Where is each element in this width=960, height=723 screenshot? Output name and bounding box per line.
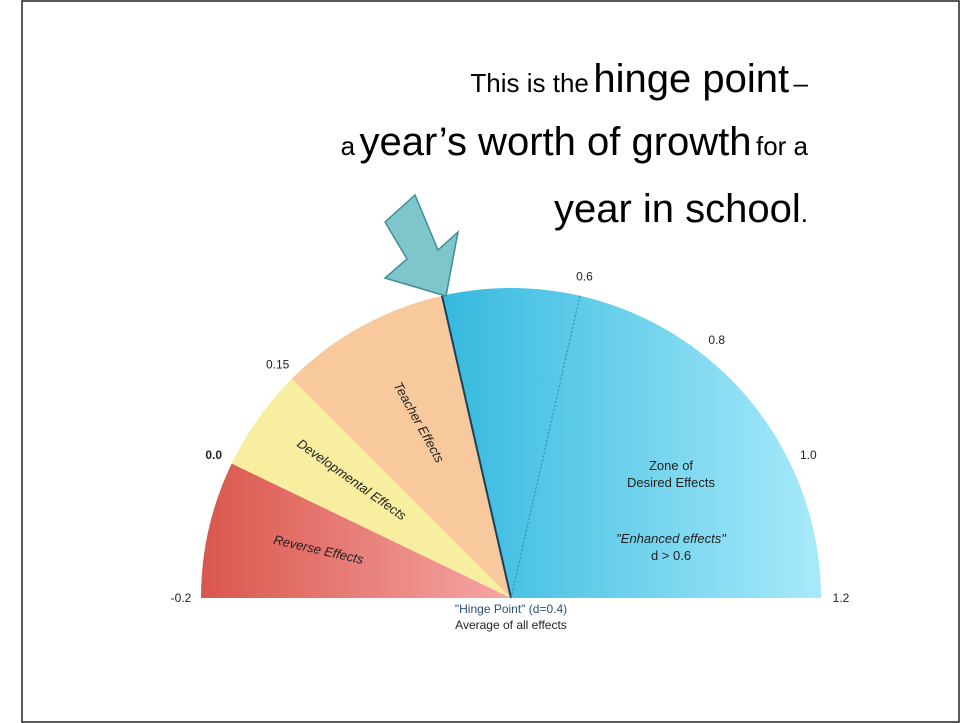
heading-line: This is the hinge point – xyxy=(470,57,808,101)
tick-label: 1.0 xyxy=(800,448,817,462)
zone xyxy=(291,295,511,598)
text: year’s worth of growth xyxy=(359,120,751,164)
text: for a xyxy=(756,131,809,161)
zone-label: Zone of xyxy=(649,458,693,473)
hinge-label: "Hinge Point" (d=0.4) xyxy=(455,602,567,616)
text: hinge point xyxy=(593,57,789,101)
text: . xyxy=(801,198,808,228)
zone-label: Desired Effects xyxy=(627,475,715,490)
text: – xyxy=(794,68,809,98)
heading-line: year in school. xyxy=(554,187,808,231)
text: year in school xyxy=(554,187,801,231)
tick-label: 1.2 xyxy=(833,591,850,605)
tick-label: 0.6 xyxy=(576,269,593,283)
tick-label: 0.8 xyxy=(708,333,725,347)
text: This is the xyxy=(470,68,589,98)
enhanced-label: d > 0.6 xyxy=(651,548,691,563)
hinge-label: Average of all effects xyxy=(455,618,567,632)
zone xyxy=(231,378,511,598)
text: a xyxy=(341,131,356,161)
arrow xyxy=(383,193,460,297)
hinge-line xyxy=(441,295,512,599)
zone xyxy=(442,288,821,598)
zone xyxy=(201,463,511,598)
tick-label: 0.15 xyxy=(266,358,290,372)
tick-label: 0.0 xyxy=(205,448,222,462)
tick-label: -0.2 xyxy=(171,591,192,605)
heading-line: a year’s worth of growth for a xyxy=(341,120,809,164)
enhanced-label: "Enhanced effects" xyxy=(616,531,727,546)
